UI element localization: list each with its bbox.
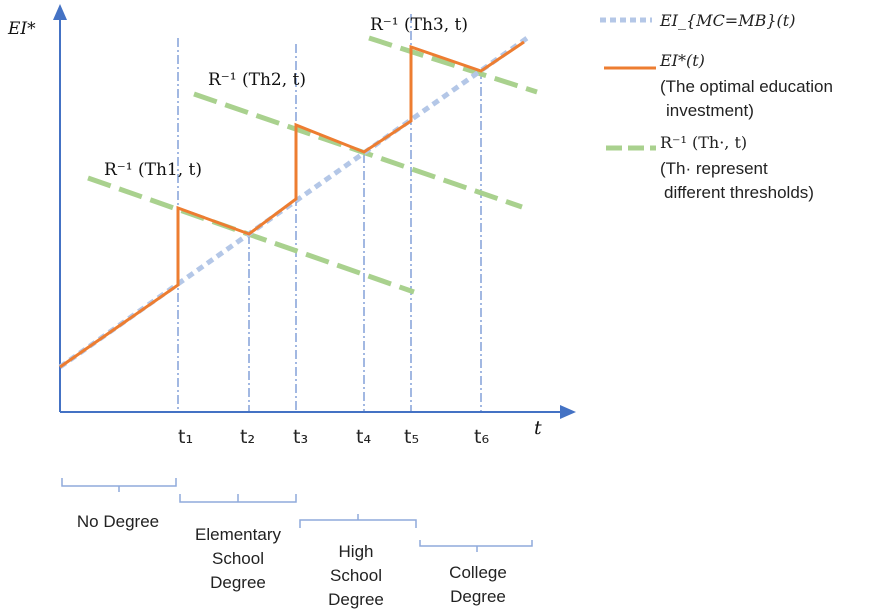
curve-label-th2: R⁻¹ (Th2, t) (208, 70, 306, 90)
stage-labels: No Degree Elementary School Degree High … (77, 512, 507, 609)
legend-optimal-label: EI*(t) (659, 51, 705, 70)
stage-elementary-1: Elementary (195, 525, 281, 544)
x-axis-arrowhead (560, 405, 576, 419)
legend-mc-mb-label: EI_{MC=MB}(t) (659, 11, 795, 30)
legend-threshold-desc-2: different thresholds) (664, 183, 814, 202)
tick-t5: t₅ (404, 426, 419, 448)
tick-t4: t₄ (356, 426, 371, 448)
legend-threshold-label: R⁻¹ (Th·, t) (660, 133, 747, 152)
x-axis-label: t (534, 417, 542, 439)
legend: EI_{MC=MB}(t) EI*(t) (The optimal educat… (600, 11, 833, 202)
stage-high-school-2: School (330, 566, 382, 585)
threshold-th3-line (368, 35, 538, 95)
tick-t6: t₆ (474, 426, 489, 448)
bracket-high-school (299, 514, 417, 528)
stage-elementary-2: School (212, 549, 264, 568)
tick-t1: t₁ (178, 426, 193, 448)
tick-t3: t₃ (293, 426, 308, 448)
curve-label-th3: R⁻¹ (Th3, t) (370, 15, 468, 35)
bracket-no-degree (61, 478, 177, 492)
y-axis-arrowhead (53, 4, 67, 20)
bracket-college (419, 540, 533, 552)
legend-optimal-desc-1: (The optimal education (660, 77, 833, 96)
optimal-investment-line (59, 40, 525, 369)
legend-threshold-desc-1: (Th· represent (660, 159, 768, 178)
stage-college-1: College (449, 563, 507, 582)
stage-high-school-3: Degree (328, 590, 384, 609)
tick-t2: t₂ (240, 426, 255, 448)
stage-high-school-1: High (339, 542, 374, 561)
stage-brackets (61, 478, 533, 552)
bracket-elementary (179, 494, 297, 503)
y-axis-label: EI* (7, 19, 36, 39)
curve-label-th1: R⁻¹ (Th1, t) (104, 160, 202, 180)
stage-college-2: Degree (450, 587, 506, 606)
stage-no-degree: No Degree (77, 512, 159, 531)
stage-elementary-3: Degree (210, 573, 266, 592)
legend-optimal-desc-2: investment) (666, 101, 754, 120)
